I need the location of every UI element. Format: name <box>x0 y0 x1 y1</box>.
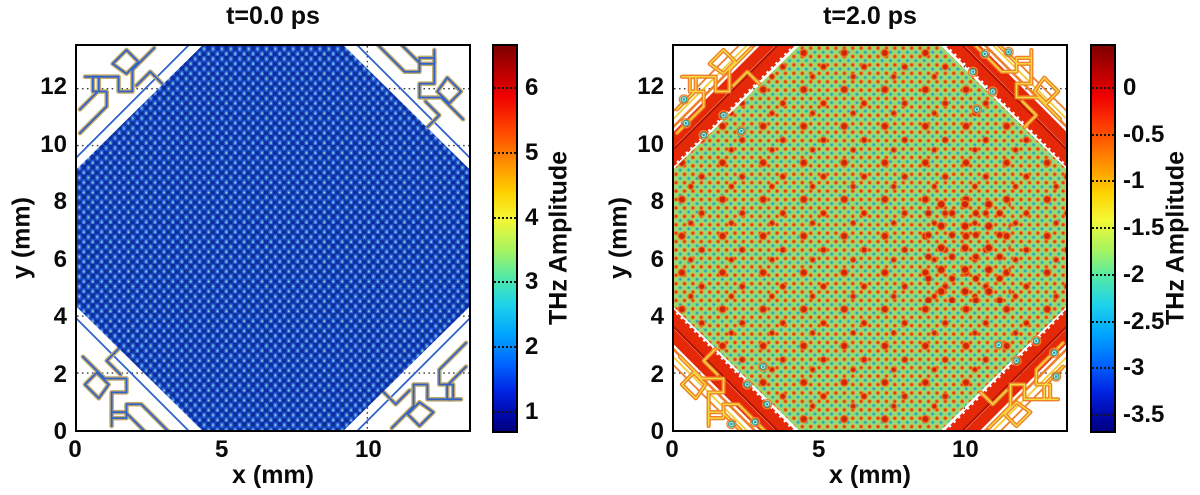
y-tick-label: 8 <box>53 188 67 216</box>
corner-contour-decoration <box>677 46 1063 430</box>
colorbar-tick-mark <box>1092 133 1114 136</box>
colorbar-tick-label: -2.5 <box>1123 307 1165 335</box>
colorbar-tick-label: 0 <box>1123 74 1137 101</box>
y-tick-label: 12 <box>637 73 664 101</box>
y-tick-label: 0 <box>650 418 664 445</box>
x-tick-label: 10 <box>354 436 382 463</box>
colorbar-tick-mark <box>494 346 516 349</box>
y-tick-label: 2 <box>650 360 664 388</box>
colorbar-tick-label: -3.5 <box>1123 401 1165 428</box>
colorbar-tick-label: 3 <box>525 268 539 296</box>
y-tick-label: 0 <box>53 418 67 445</box>
hot-spot-cluster <box>921 199 1011 304</box>
x-axis-label: x (mm) <box>232 461 314 489</box>
colorbar-tick-mark <box>494 281 516 284</box>
colorbar-tick-label: 1 <box>525 398 539 425</box>
colorbar-label: THz Amplitude <box>544 150 573 326</box>
y-tick-label: 8 <box>650 188 664 216</box>
colorbar-tick-mark <box>494 151 516 154</box>
colorbar-tick-mark <box>494 87 516 89</box>
y-tick-label: 6 <box>650 245 664 273</box>
corner-contour-lines <box>77 46 469 430</box>
y-tick-label: 4 <box>650 303 664 331</box>
colorbar <box>1090 44 1116 433</box>
colorbar <box>492 44 518 433</box>
colorbar-tick-mark <box>1092 367 1114 370</box>
colorbar-tick-label: 5 <box>525 138 539 166</box>
x-tick-label: 10 <box>951 436 979 463</box>
colorbar-tick-label: -2 <box>1123 260 1145 288</box>
y-tick-label: 4 <box>53 303 67 331</box>
heatmap-plot-t2 <box>672 44 1068 432</box>
y-tick-label: 12 <box>40 73 67 101</box>
colorbar-tick-mark <box>1092 414 1114 416</box>
colorbar-tick-label: -1.5 <box>1123 214 1165 242</box>
y-tick-label: 10 <box>637 130 664 158</box>
colorbar-tick-mark <box>494 411 516 413</box>
y-tick-label: 10 <box>40 130 67 158</box>
x-axis-label: x (mm) <box>829 461 911 489</box>
x-tick-label: 5 <box>811 436 826 463</box>
x-tick-label: 0 <box>665 436 679 463</box>
corner-contour-decoration <box>80 46 466 430</box>
colorbar-tick-mark <box>494 216 516 219</box>
colorbar-tick-label: -1 <box>1123 167 1145 195</box>
dotted-gridlines <box>674 46 1066 430</box>
red-saturation-bands <box>674 46 1066 430</box>
colorbar-tick-label: 6 <box>525 74 539 101</box>
x-tick-label: 0 <box>68 436 82 463</box>
colorbar-tick-mark <box>1092 320 1114 323</box>
colorbar-tick-mark <box>1092 87 1114 89</box>
plot-title: t=0.0 ps <box>226 2 320 30</box>
colorbar-tick-mark <box>1092 273 1114 276</box>
y-tick-label: 2 <box>53 360 67 388</box>
plot-background <box>674 46 1066 430</box>
colorbar-tick-label: -3 <box>1123 354 1145 382</box>
scattered-hot-spots <box>674 46 1066 430</box>
x-tick-label: 5 <box>214 436 229 463</box>
heatmap-svg-t2 <box>674 46 1066 430</box>
colorbar-tick-mark <box>1092 227 1114 230</box>
dotted-gridlines <box>77 46 469 430</box>
colorbar-tick-label: 4 <box>525 203 539 231</box>
wafer-heatmap-region <box>77 46 469 430</box>
heatmap-svg-t0 <box>77 46 469 430</box>
plot-title: t=2.0 ps <box>823 2 917 30</box>
colorbar-tick-label: -0.5 <box>1123 120 1165 148</box>
wafer-heatmap-region <box>674 46 1066 430</box>
heatmap-plot-t0 <box>75 44 471 432</box>
colorbar-tick-mark <box>1092 180 1114 183</box>
plot-background <box>77 46 469 430</box>
y-tick-label: 6 <box>53 245 67 273</box>
colorbar-tick-label: 2 <box>525 333 539 361</box>
